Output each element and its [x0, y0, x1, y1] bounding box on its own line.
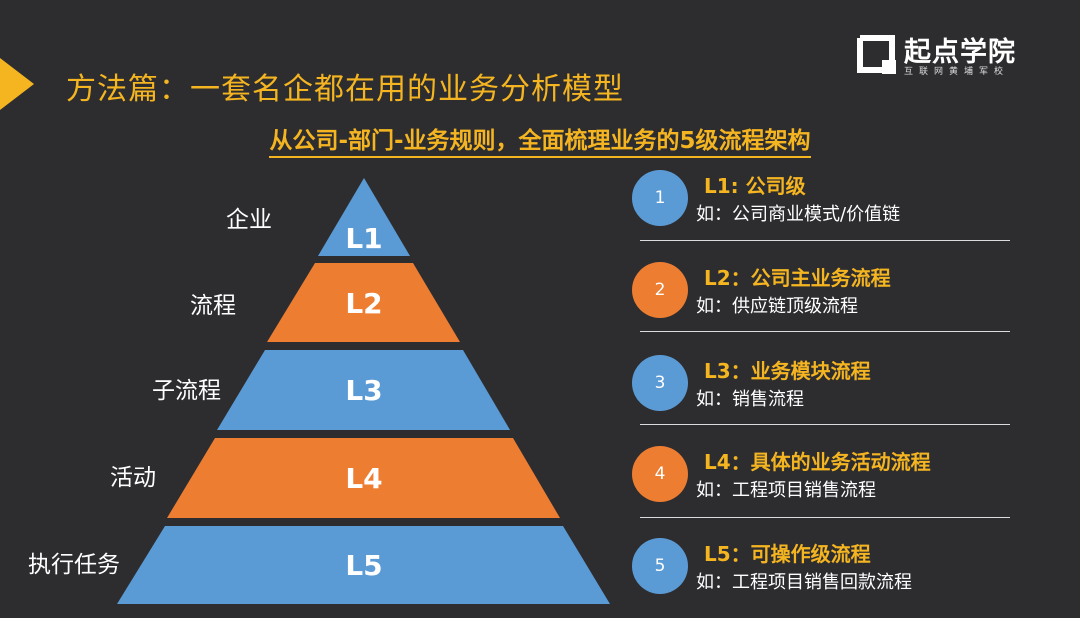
level-number-badge: 1 [632, 170, 688, 226]
pyramid-tier-l4 [167, 438, 560, 518]
divider [640, 424, 1010, 425]
logo-tagline: 互联网黄埔军校 [904, 67, 1010, 77]
level-title: L3：业务模块流程 [704, 359, 871, 383]
pyramid-tier-code: L5 [345, 549, 382, 582]
logo: 起点学院 互联网黄埔军校 [852, 30, 1042, 80]
level-title: L4：具体的业务活动流程 [704, 450, 931, 474]
accent-arrow-icon [0, 58, 34, 110]
level-number-badge: 2 [632, 262, 688, 318]
logo-text: 起点学院 [904, 37, 1016, 68]
pyramid-tier-l1 [318, 178, 410, 256]
level-number-badge: 4 [632, 446, 688, 502]
level-number-badge: 5 [632, 538, 688, 594]
logo-mark-icon [857, 35, 896, 74]
level-description: 如：公司商业模式/价值链 [696, 204, 901, 225]
level-number-badge: 3 [632, 355, 688, 411]
level-description: 如：工程项目销售流程 [696, 480, 876, 501]
pyramid-tier-l3 [217, 350, 510, 430]
level-item: 3 L3：业务模块流程 如：销售流程 [632, 355, 1012, 435]
pyramid-label-l2: 流程 [190, 293, 236, 319]
level-title: L1: 公司级 [704, 174, 806, 198]
pyramid-tier-l5 [117, 526, 610, 604]
pyramid-tier-code: L4 [345, 462, 382, 495]
pyramid-tier-l2 [267, 263, 460, 342]
level-description: 如：工程项目销售回款流程 [696, 572, 912, 593]
level-item: 5 L5：可操作级流程 如：工程项目销售回款流程 [632, 538, 1012, 618]
level-item: 1 L1: 公司级 如：公司商业模式/价值链 [632, 170, 1012, 250]
page-title: 方法篇：一套名企都在用的业务分析模型 [66, 72, 624, 107]
pyramid-diagram: L1 L2 L3 L4 L5 [117, 178, 610, 604]
subtitle: 从公司-部门-业务规则，全面梳理业务的5级流程架构 [0, 121, 1080, 158]
pyramid-tier-code: L1 [345, 222, 382, 255]
pyramid-tier-code: L3 [345, 374, 382, 407]
level-item: 4 L4：具体的业务活动流程 如：工程项目销售流程 [632, 446, 1012, 526]
level-title: L2：公司主业务流程 [704, 266, 891, 290]
divider [640, 240, 1010, 241]
pyramid-label-l1: 企业 [226, 207, 272, 233]
level-description: 如：销售流程 [696, 389, 804, 410]
pyramid-tier-code: L2 [345, 287, 382, 320]
divider [640, 331, 1010, 332]
divider [640, 517, 1010, 518]
pyramid-label-l5: 执行任务 [28, 552, 120, 578]
pyramid-label-l3: 子流程 [152, 378, 221, 404]
pyramid-label-l4: 活动 [110, 465, 156, 491]
level-description: 如：供应链顶级流程 [696, 296, 858, 317]
level-item: 2 L2：公司主业务流程 如：供应链顶级流程 [632, 262, 1012, 342]
level-title: L5：可操作级流程 [704, 542, 871, 566]
subtitle-text: 从公司-部门-业务规则，全面梳理业务的5级流程架构 [269, 128, 811, 158]
